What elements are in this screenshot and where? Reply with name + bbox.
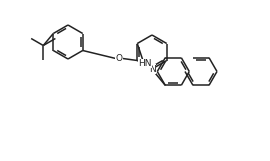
- Text: N: N: [148, 65, 155, 74]
- Text: O: O: [116, 54, 123, 63]
- Text: HN: HN: [139, 59, 152, 68]
